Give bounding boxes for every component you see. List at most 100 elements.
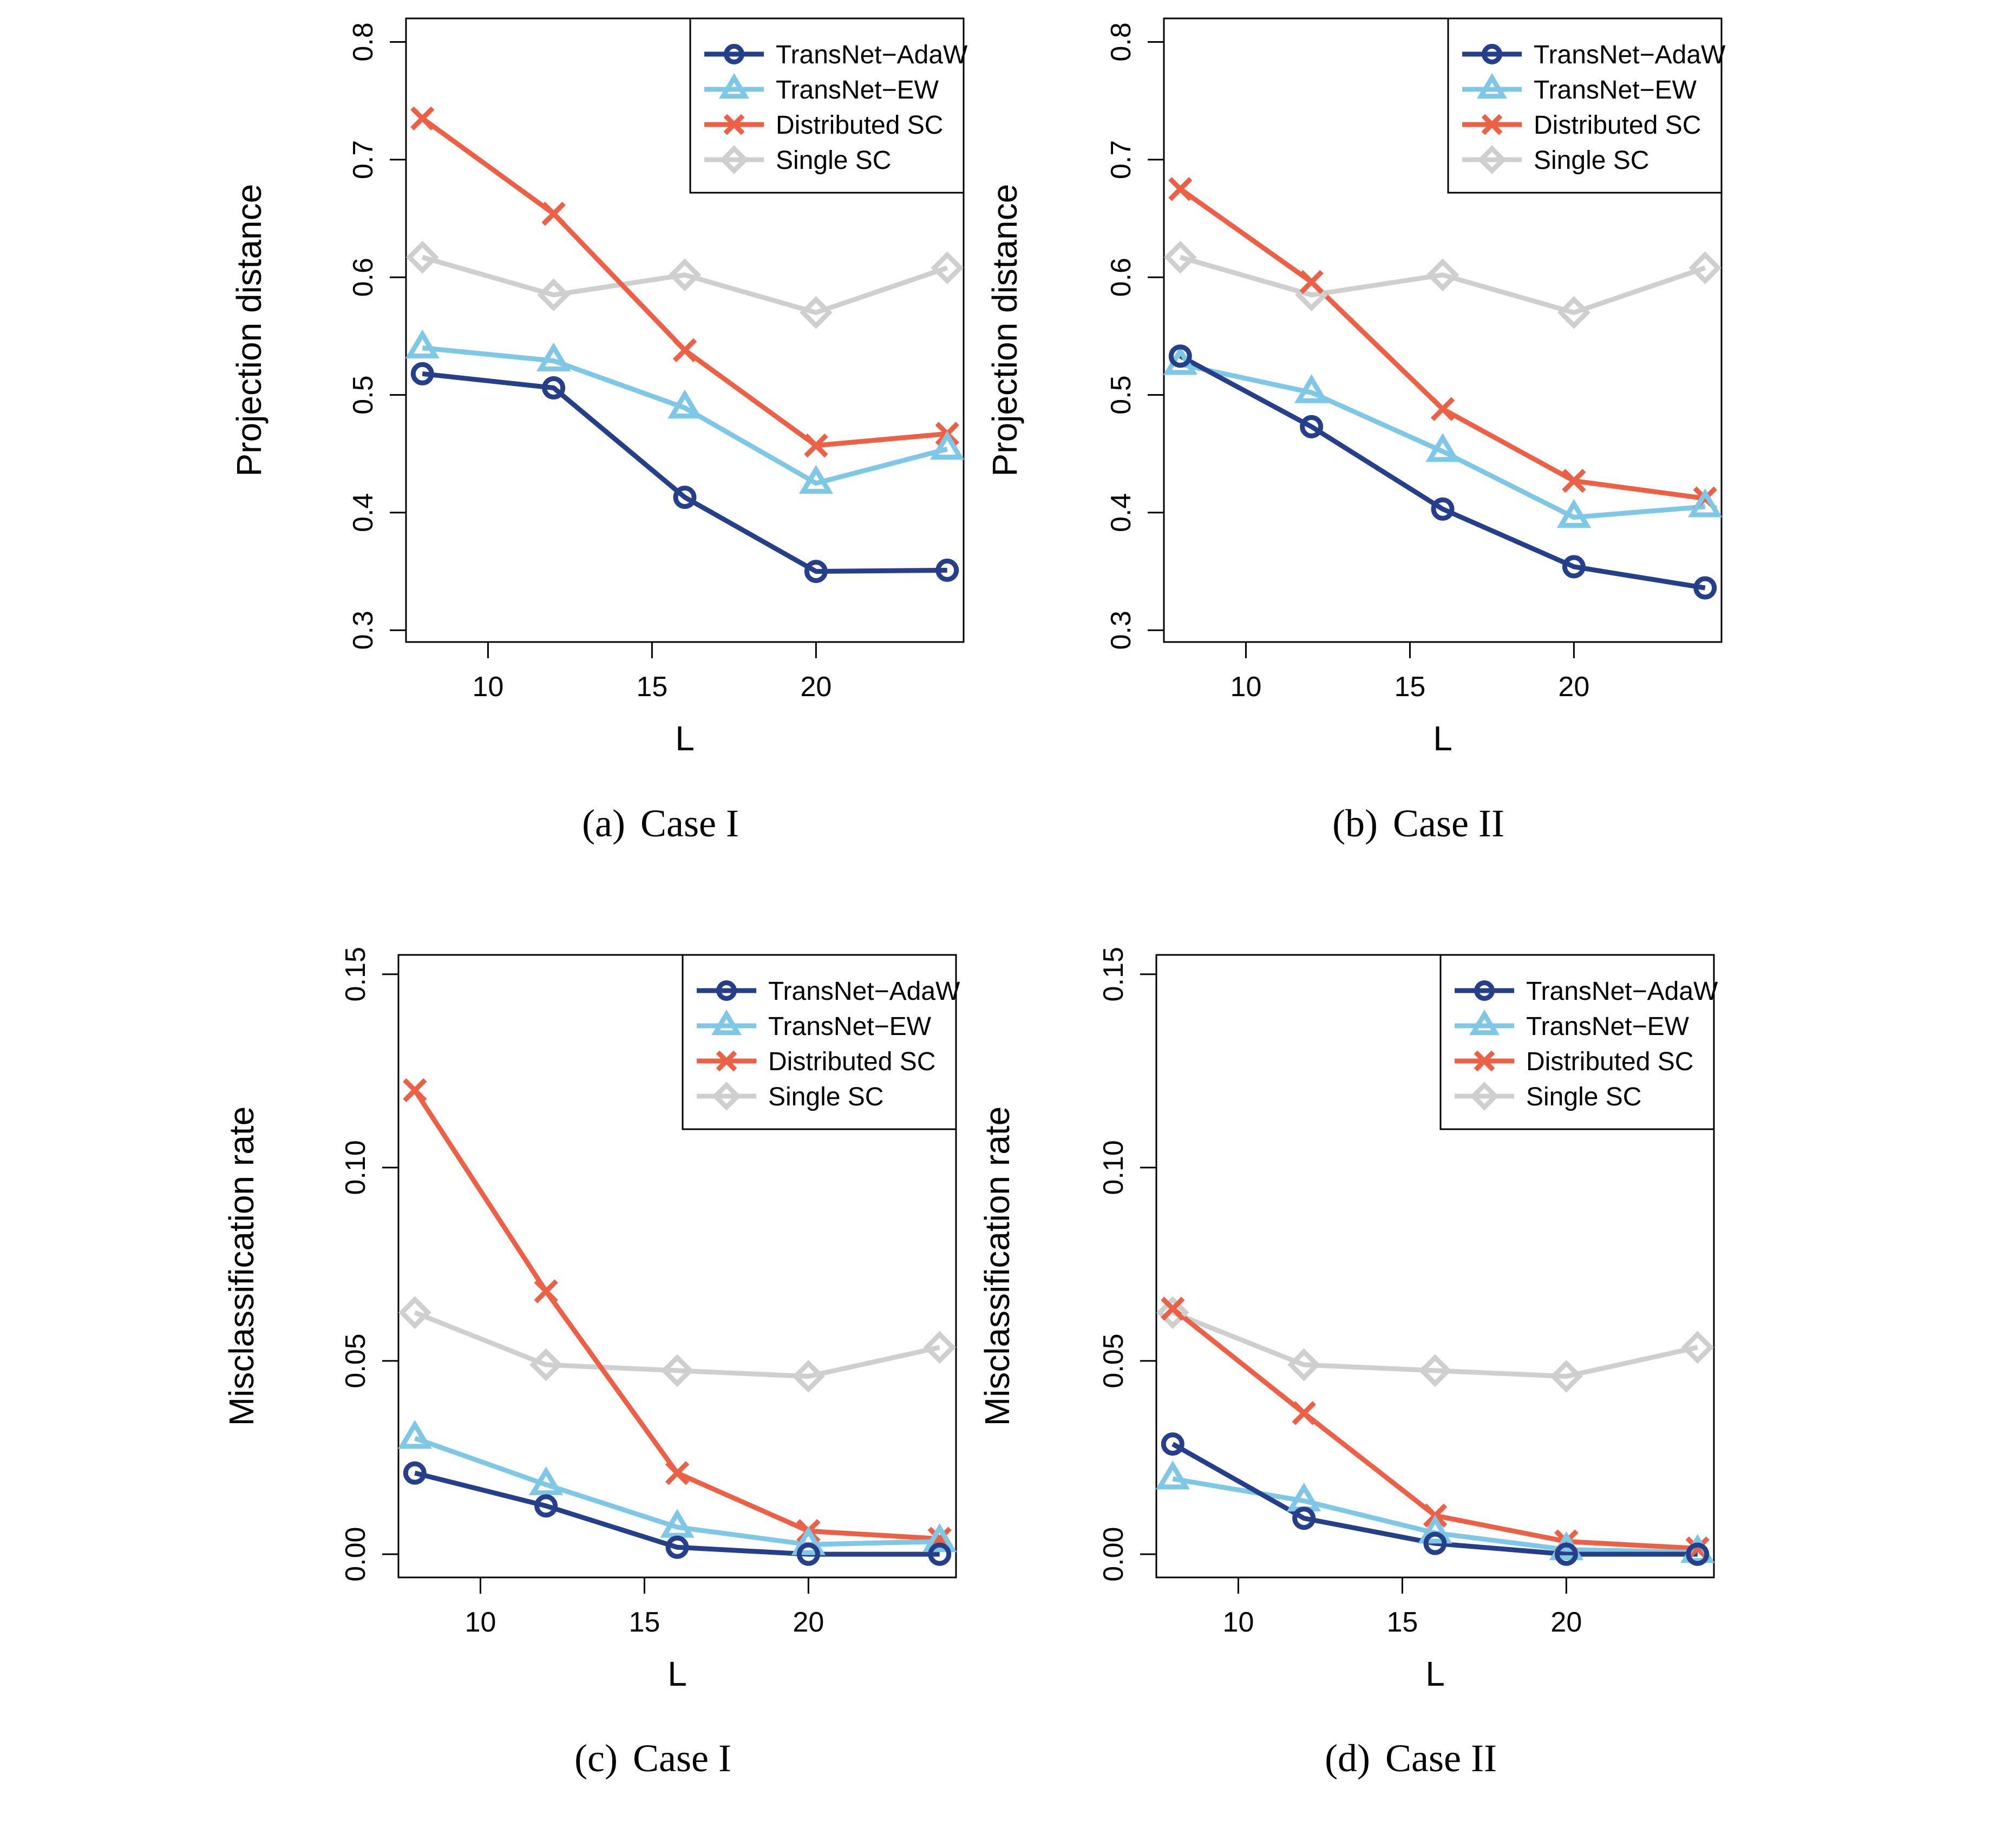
data-point [1426, 258, 1459, 292]
x-tick-label: 15 [629, 1607, 660, 1638]
data-point [534, 1279, 558, 1304]
data-point [791, 1360, 825, 1393]
x-tick-label: 20 [800, 671, 832, 703]
x-axis-label: L [667, 1654, 687, 1693]
data-point [930, 430, 965, 460]
data-point [405, 240, 439, 274]
y-tick-label: 0.05 [340, 1333, 371, 1388]
legend-swatch-marker [716, 980, 737, 1001]
legend-swatch-marker [1474, 980, 1495, 1001]
x-tick-label: 20 [793, 1607, 824, 1638]
x-tick-label: 10 [465, 1607, 496, 1638]
legend-entry: Distributed SC [1526, 1047, 1693, 1076]
legend-swatch-marker [719, 145, 749, 174]
series-line [422, 345, 948, 486]
data-point [1163, 240, 1197, 274]
caption-text: Case II [1393, 802, 1504, 845]
x-tick-label: 15 [1386, 1607, 1418, 1638]
data-point [1292, 1401, 1316, 1425]
data-point [804, 433, 828, 458]
legend-swatch-marker [1477, 145, 1507, 174]
y-tick-label: 0.15 [340, 947, 371, 1001]
y-axis-label: Misclassification rate [222, 1106, 261, 1426]
data-point [536, 342, 571, 372]
data-point [1161, 1432, 1184, 1456]
x-tick-label: 20 [1550, 1607, 1582, 1638]
data-point [665, 1460, 690, 1485]
data-point [931, 251, 964, 285]
legend-swatch-marker [718, 73, 750, 99]
data-point [1287, 1348, 1321, 1381]
data-point [1688, 488, 1723, 518]
data-point [1686, 1542, 1710, 1566]
data-point [935, 558, 959, 582]
legend-entry: Distributed SC [768, 1047, 935, 1076]
y-tick-label: 0.00 [340, 1527, 371, 1582]
data-point [1168, 176, 1193, 201]
data-point [928, 1542, 952, 1566]
x-axis-label: L [1425, 1654, 1445, 1693]
data-point [1554, 1542, 1578, 1566]
data-point [665, 1535, 689, 1559]
plot-frame [1155, 954, 1715, 1579]
caption-text: Case I [640, 802, 739, 845]
caption-label: (b) [1332, 802, 1378, 845]
data-point [1155, 1460, 1190, 1490]
data-point [1431, 497, 1455, 521]
legend-swatch-marker [716, 1050, 737, 1072]
panel-caption: (b) Case II [1332, 802, 1504, 845]
legend-swatch-marker [1469, 1009, 1500, 1036]
data-point [410, 362, 434, 385]
panel-caption: (a) Case I [582, 802, 739, 845]
series-line [414, 1436, 940, 1547]
y-tick-label: 0.05 [1098, 1333, 1129, 1388]
data-point [1423, 1531, 1447, 1555]
legend-swatch-marker [712, 1082, 741, 1111]
x-tick-label: 15 [1394, 671, 1425, 703]
legend-entry: Single SC [1526, 1083, 1641, 1111]
y-tick-label: 0.5 [348, 375, 379, 414]
legend-swatch-marker [1482, 44, 1502, 64]
legend-entry: TransNet−AdaW [776, 41, 968, 69]
legend-entry: Distributed SC [776, 111, 943, 140]
data-point [1168, 344, 1192, 368]
legend-entry: Distributed SC [1534, 111, 1701, 140]
data-point [542, 376, 566, 400]
data-point [672, 338, 697, 363]
data-point [397, 1420, 432, 1449]
data-point [403, 1078, 427, 1103]
legend-entry: TransNet−EW [776, 76, 939, 104]
data-point [534, 1494, 558, 1518]
legend-entry: TransNet−AdaW [768, 977, 960, 1006]
series-line [422, 371, 947, 574]
series-line [1171, 1442, 1698, 1557]
y-tick-label: 0.6 [348, 258, 379, 297]
x-tick-label: 10 [1230, 671, 1262, 703]
data-point [1693, 576, 1717, 600]
legend-entry: TransNet−EW [1534, 76, 1697, 104]
legend-swatch-marker [1481, 114, 1503, 135]
x-tick-label: 15 [636, 671, 667, 703]
x-axis-label: L [1433, 719, 1452, 758]
data-point [798, 464, 834, 494]
y-tick-label: 0.8 [348, 22, 379, 61]
data-point [1161, 1296, 1185, 1321]
data-point [668, 258, 702, 292]
panel-caption: (c) Case I [574, 1737, 731, 1780]
x-tick-label: 20 [1558, 671, 1589, 703]
legend-swatch-marker [711, 1009, 742, 1036]
y-tick-label: 0.7 [1105, 140, 1137, 179]
legend-entry: Single SC [1534, 146, 1649, 175]
panel-b: 10 15 20 0.3 0.4 0.5 0.6 0.7 0.8 L Projection dist… [985, 17, 1726, 845]
y-tick-label: 0.5 [1105, 375, 1137, 414]
legend-entry: Single SC [776, 146, 891, 175]
y-tick-label: 0.3 [1105, 611, 1137, 650]
y-tick-label: 0.10 [340, 1140, 371, 1195]
series-line [1171, 1310, 1698, 1379]
data-point [1292, 1507, 1316, 1530]
data-point [1300, 415, 1324, 438]
data-point [804, 560, 828, 584]
data-point [1681, 1331, 1714, 1364]
data-point [1688, 251, 1722, 285]
